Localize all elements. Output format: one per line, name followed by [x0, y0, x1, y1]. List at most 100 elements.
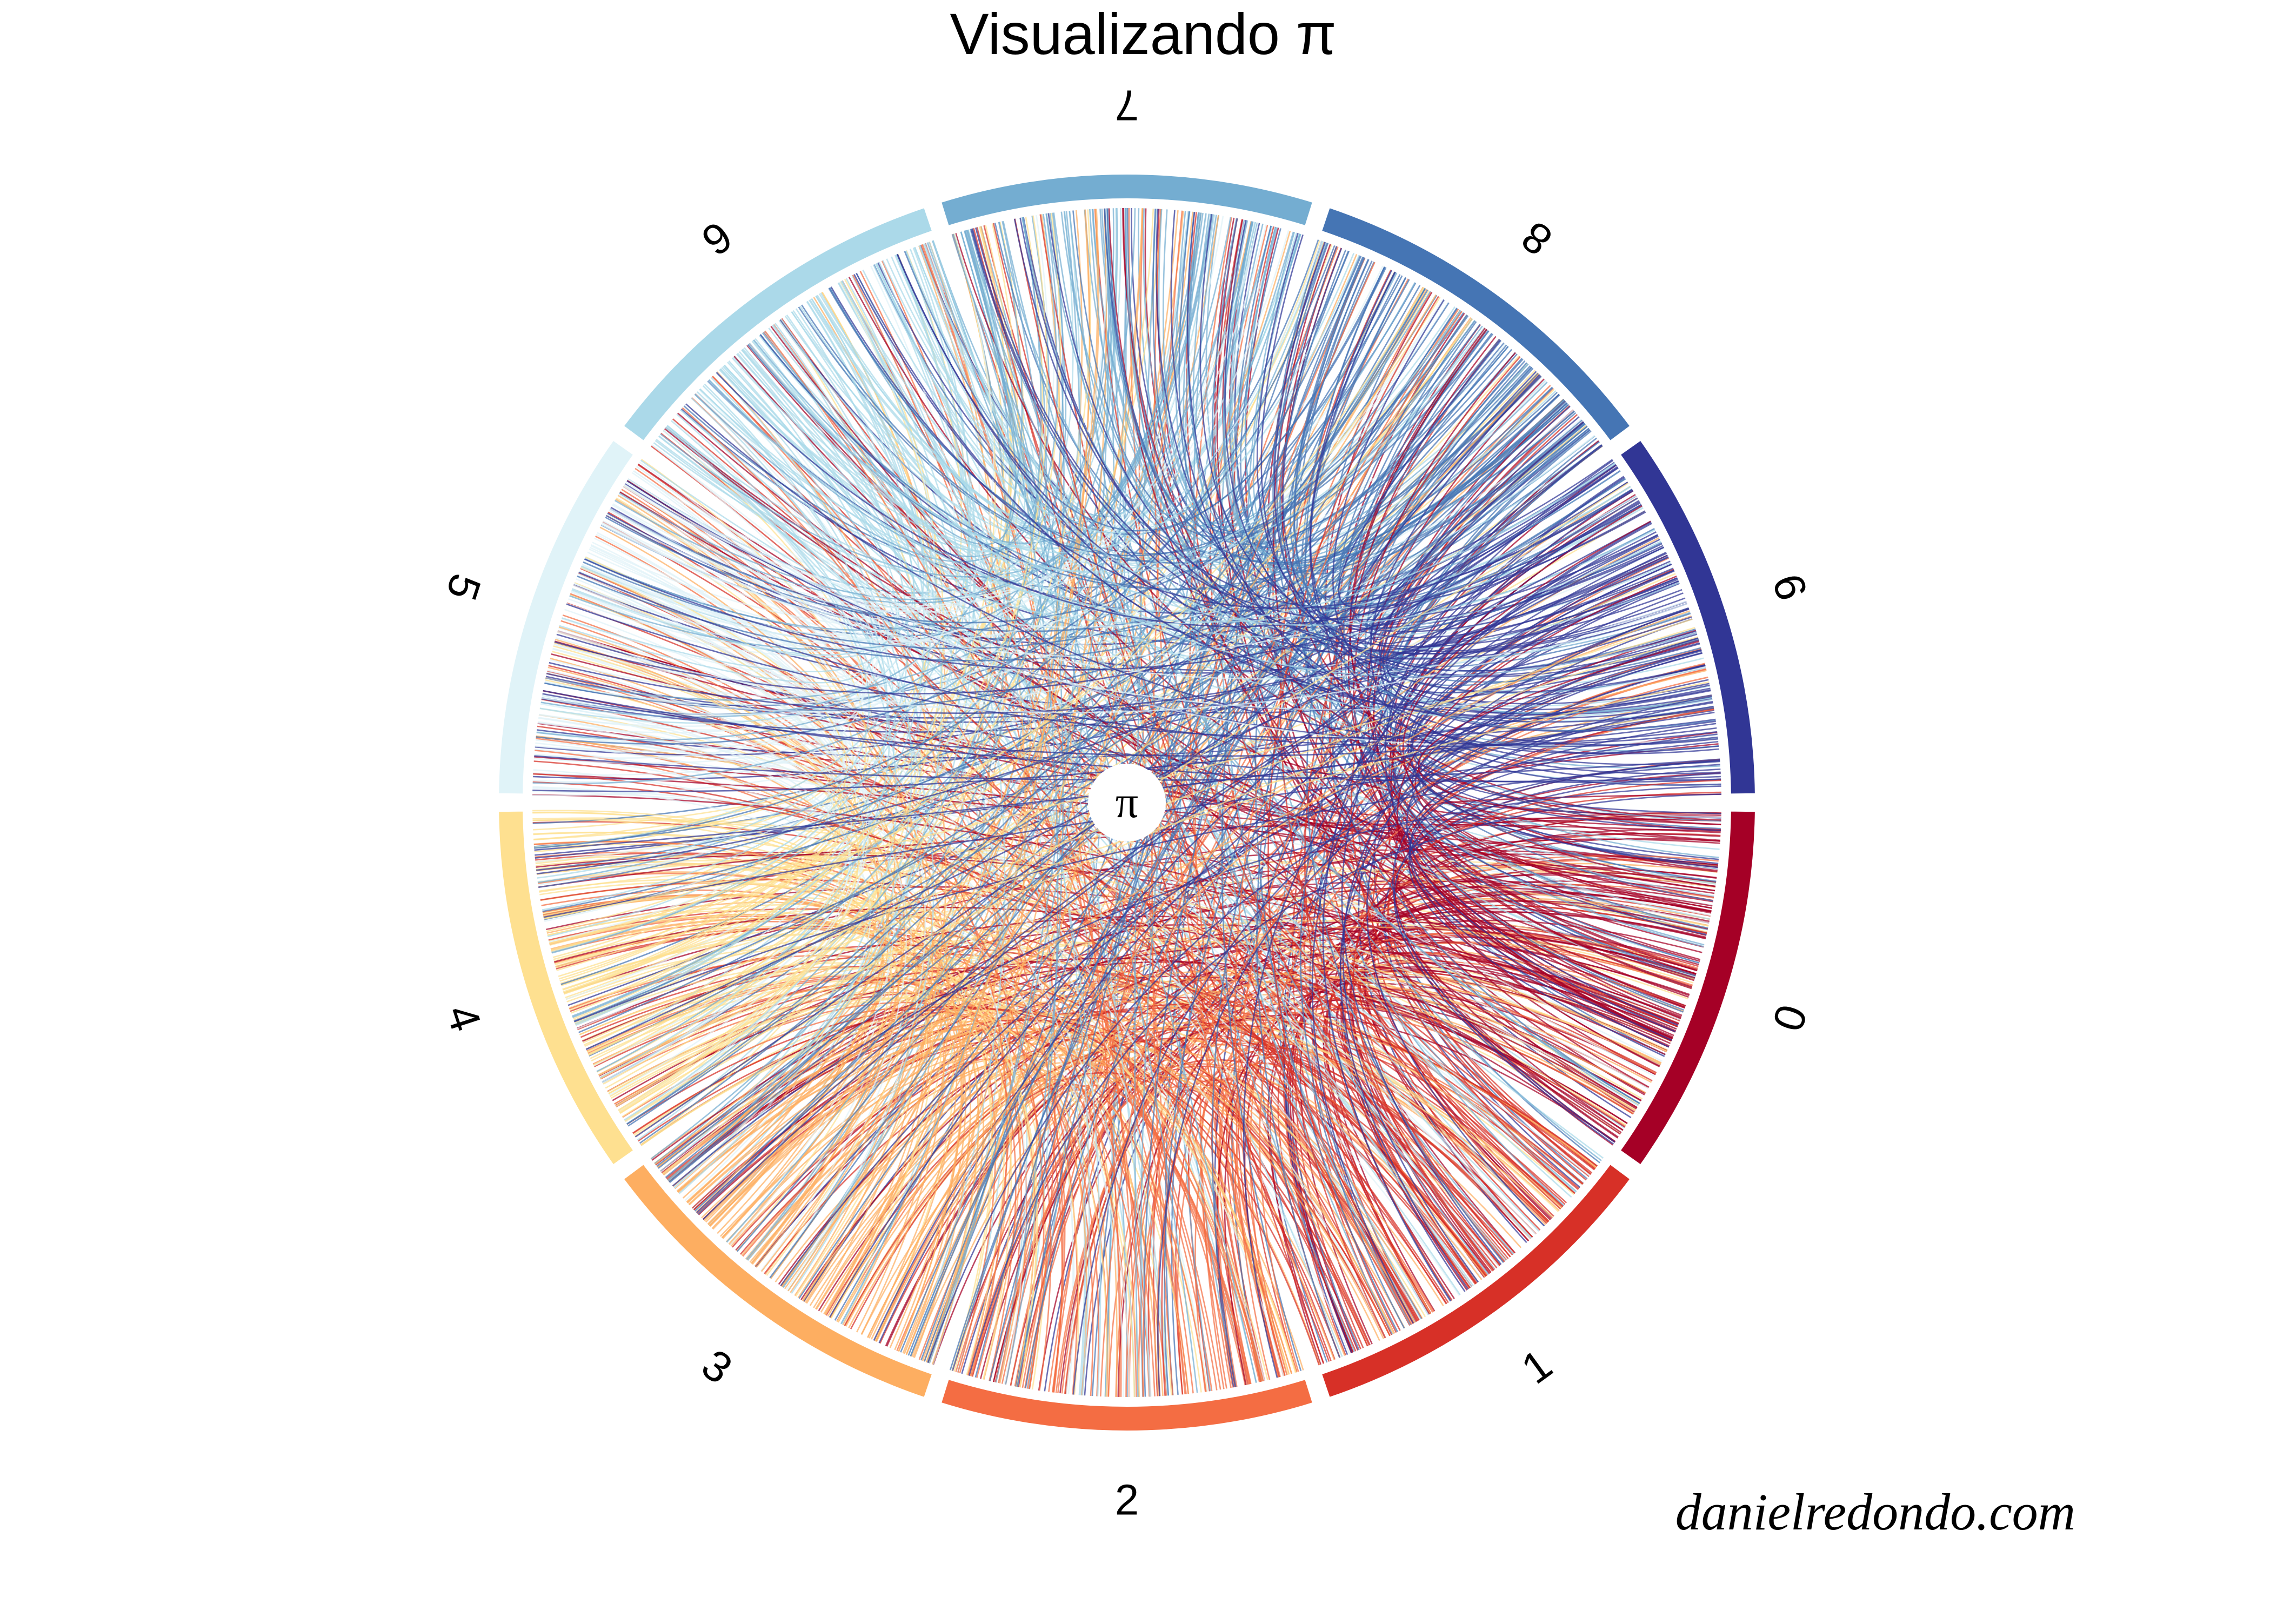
chord-9-0: [1407, 546, 1718, 868]
chord-9-0: [1393, 759, 1720, 1145]
chord-2-3: [896, 1085, 1236, 1387]
chord-9-7: [1256, 233, 1675, 638]
chord-4-2: [622, 1007, 1099, 1396]
chord-8-2: [1211, 358, 1523, 1387]
chord-7-0: [1099, 209, 1721, 822]
chord-8-0: [1305, 266, 1708, 929]
chord-6-3: [845, 278, 1006, 1357]
chord-3-1: [663, 999, 1546, 1225]
chord-7-5: [603, 208, 1108, 612]
sector-label-1: 1: [1513, 1340, 1560, 1393]
chord-9-6: [736, 353, 1661, 638]
chord-9-0: [1402, 520, 1712, 914]
chord-6-5: [640, 349, 913, 609]
chord-2-4: [554, 927, 1246, 1386]
chord-9-4: [574, 764, 1720, 1022]
sector-label-3: 3: [693, 1340, 741, 1393]
chord-9-1: [1340, 637, 1699, 1290]
chord-9-7: [1013, 218, 1646, 610]
chord-3-0: [693, 920, 1698, 1211]
chord-3-1: [691, 1011, 1537, 1235]
chord-9-6: [897, 253, 1714, 723]
chord-9-5: [555, 603, 1688, 713]
sector-arc-2: [937, 1375, 1317, 1434]
chord-7-5: [584, 212, 1204, 631]
chord-3-0: [829, 970, 1667, 1318]
chord-7-3: [782, 231, 1294, 1288]
chord-6-4: [624, 249, 977, 1121]
chord-9-6: [666, 425, 1616, 625]
chord-4-6: [559, 430, 872, 980]
chord-7-6: [660, 220, 1247, 578]
chord-8-3: [910, 367, 1533, 1357]
chord-9-1: [1341, 489, 1633, 1265]
chord-3-9: [703, 694, 1712, 1221]
chord-6-9: [791, 311, 1631, 611]
chord-9-6: [815, 295, 1655, 626]
chord-7-3: [889, 208, 1107, 1348]
chord-9-8: [1382, 422, 1711, 717]
chord-8-2: [1100, 309, 1459, 1396]
chord-8-2: [1234, 311, 1463, 1375]
chord-9-6: [784, 315, 1697, 678]
chord-8-0: [1383, 437, 1696, 977]
chord-9-8: [1273, 242, 1706, 693]
chord-0-4: [536, 854, 1637, 1111]
chord-5-7: [623, 229, 1007, 600]
chord-9-8: [1293, 257, 1696, 672]
chord-8-2: [1051, 262, 1376, 1393]
chord-4-2: [533, 831, 993, 1371]
chord-6-1: [651, 445, 1447, 1305]
chord-4-2: [574, 962, 1190, 1394]
sector-label-5: 5: [437, 568, 490, 606]
chord-5-1: [607, 511, 1418, 1322]
chord-7-1: [1124, 208, 1602, 1161]
chord-7-4: [572, 214, 1212, 1018]
chord-6-4: [575, 250, 970, 1025]
chord-7-5: [532, 212, 1200, 784]
chord-8-0: [1272, 240, 1714, 902]
chord-8-4: [626, 256, 1362, 1125]
chord-9-0: [1392, 696, 1712, 1143]
chord-8-7: [1178, 211, 1450, 533]
chord-9-3: [702, 538, 1660, 1220]
sector-arc-3: [619, 1160, 936, 1401]
sector-label-7: 7: [1115, 82, 1139, 130]
chord-5-2: [557, 631, 1152, 1397]
chord-9-2: [1072, 652, 1702, 1395]
sector-arc-4: [496, 808, 638, 1169]
chord-6-0: [664, 428, 1700, 962]
chord-7-5: [535, 227, 1278, 752]
sector-arc-8: [1318, 204, 1634, 445]
chord-7-8: [1045, 213, 1575, 569]
chord-9-8: [1351, 375, 1618, 616]
chord-4-6: [543, 279, 938, 919]
chord-4-0: [640, 961, 1642, 1146]
chord-8-6: [801, 304, 1464, 557]
chord-9-7: [1224, 220, 1686, 652]
sector-arc-6: [619, 204, 936, 445]
chord-9-1: [1322, 477, 1625, 1302]
chord-4-5: [552, 648, 847, 1030]
chord-8-6: [904, 251, 1386, 532]
chord-5-4: [557, 630, 852, 1067]
chord-5-4: [553, 645, 859, 1118]
chord-4-0: [537, 850, 1709, 927]
chord-9-7: [971, 228, 1687, 654]
chord-6-7: [719, 208, 1117, 553]
sector-arcs: [496, 171, 1758, 1434]
sector-arc-7: [937, 171, 1317, 230]
chord-8-5: [627, 418, 1582, 628]
chord-7-2: [995, 221, 1064, 1383]
chord-5-2: [532, 786, 1131, 1398]
chord-6-4: [599, 393, 890, 1079]
chord-5-0: [619, 491, 1714, 901]
chord-6-9: [759, 334, 1678, 652]
chord-7-4: [626, 217, 1042, 1125]
chord-6-5: [559, 430, 872, 684]
chord-6-5: [532, 444, 864, 783]
chord-4-3: [537, 871, 945, 1335]
chord-9-3: [780, 650, 1702, 1286]
chord-4-1: [640, 1010, 1395, 1334]
sector-label-9: 9: [1764, 568, 1817, 606]
